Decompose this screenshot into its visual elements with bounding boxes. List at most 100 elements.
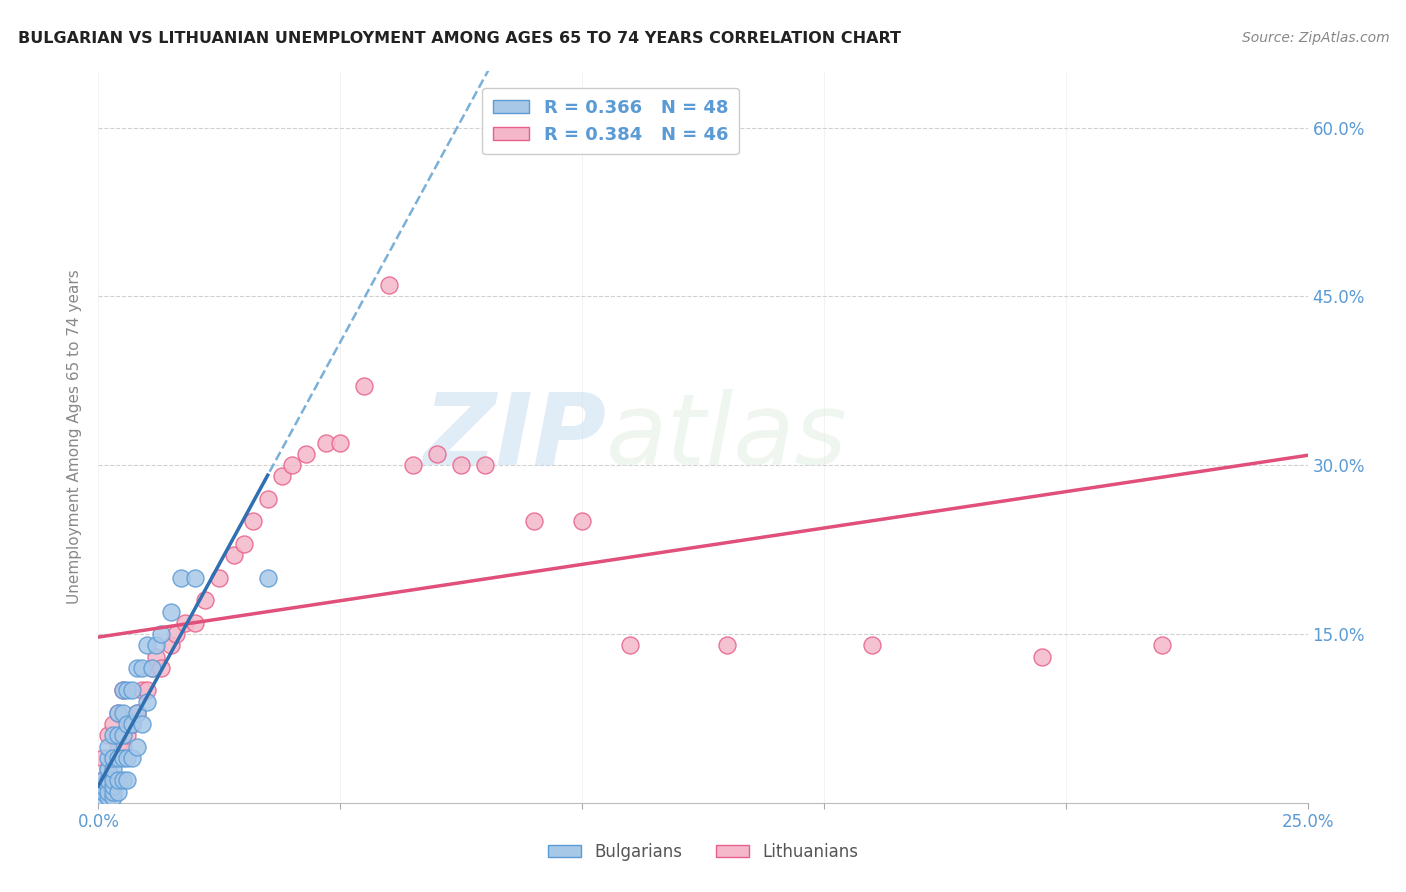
Point: [169, 571, 191, 585]
Point: [271, 469, 294, 483]
Point: [353, 379, 375, 393]
Point: [107, 751, 129, 765]
Point: [141, 661, 163, 675]
Point: [121, 717, 143, 731]
Point: [121, 717, 143, 731]
Point: [97, 751, 120, 765]
Point: [97, 784, 120, 798]
Point: [135, 638, 157, 652]
Point: [377, 278, 399, 293]
Point: [860, 638, 883, 652]
Point: [91, 773, 114, 788]
Point: [107, 706, 129, 720]
Point: [91, 773, 114, 788]
Point: [101, 762, 124, 776]
Point: [131, 661, 153, 675]
Point: [131, 717, 153, 731]
Point: [150, 627, 173, 641]
Point: [97, 762, 120, 776]
Point: [208, 571, 231, 585]
Point: [256, 491, 278, 506]
Point: [97, 762, 120, 776]
Point: [111, 728, 134, 742]
Point: [91, 784, 114, 798]
Point: [232, 537, 254, 551]
Point: [165, 627, 187, 641]
Point: [117, 773, 139, 788]
Point: [111, 773, 134, 788]
Text: ZIP: ZIP: [423, 389, 606, 485]
Text: BULGARIAN VS LITHUANIAN UNEMPLOYMENT AMONG AGES 65 TO 74 YEARS CORRELATION CHART: BULGARIAN VS LITHUANIAN UNEMPLOYMENT AMO…: [18, 31, 901, 46]
Text: atlas: atlas: [606, 389, 848, 485]
Point: [101, 784, 124, 798]
Point: [127, 706, 149, 720]
Point: [523, 515, 546, 529]
Point: [97, 773, 120, 788]
Point: [107, 773, 129, 788]
Point: [127, 661, 149, 675]
Point: [107, 706, 129, 720]
Point: [135, 683, 157, 698]
Point: [256, 571, 278, 585]
Point: [101, 790, 124, 805]
Point: [329, 435, 352, 450]
Point: [111, 739, 134, 754]
Point: [135, 694, 157, 708]
Point: [1031, 649, 1053, 664]
Point: [107, 728, 129, 742]
Point: [571, 515, 593, 529]
Y-axis label: Unemployment Among Ages 65 to 74 years: Unemployment Among Ages 65 to 74 years: [67, 269, 83, 605]
Point: [101, 728, 124, 742]
Point: [222, 548, 245, 562]
Point: [131, 683, 153, 698]
Point: [117, 751, 139, 765]
Point: [281, 458, 304, 473]
Point: [101, 717, 124, 731]
Point: [91, 790, 114, 805]
Point: [111, 683, 134, 698]
Point: [295, 447, 318, 461]
Point: [121, 751, 143, 765]
Point: [117, 683, 139, 698]
Point: [450, 458, 472, 473]
Point: [101, 779, 124, 793]
Point: [174, 615, 197, 630]
Legend: Bulgarians, Lithuanians: Bulgarians, Lithuanians: [541, 837, 865, 868]
Point: [145, 649, 167, 664]
Point: [117, 717, 139, 731]
Point: [194, 593, 217, 607]
Point: [111, 706, 134, 720]
Point: [474, 458, 496, 473]
Point: [315, 435, 337, 450]
Point: [145, 638, 167, 652]
Point: [101, 773, 124, 788]
Point: [101, 751, 124, 765]
Point: [97, 728, 120, 742]
Point: [111, 751, 134, 765]
Point: [426, 447, 449, 461]
Point: [97, 790, 120, 805]
Point: [117, 728, 139, 742]
Point: [97, 739, 120, 754]
Point: [184, 615, 207, 630]
Point: [127, 706, 149, 720]
Point: [91, 751, 114, 765]
Point: [619, 638, 641, 652]
Point: [716, 638, 738, 652]
Point: [111, 683, 134, 698]
Point: [1152, 638, 1174, 652]
Point: [160, 605, 183, 619]
Point: [121, 683, 143, 698]
Point: [91, 779, 114, 793]
Point: [107, 784, 129, 798]
Point: [242, 515, 264, 529]
Point: [101, 751, 124, 765]
Point: [150, 661, 173, 675]
Point: [107, 739, 129, 754]
Point: [184, 571, 207, 585]
Point: [402, 458, 425, 473]
Point: [141, 661, 163, 675]
Point: [127, 739, 149, 754]
Point: [160, 638, 183, 652]
Text: Source: ZipAtlas.com: Source: ZipAtlas.com: [1241, 31, 1389, 45]
